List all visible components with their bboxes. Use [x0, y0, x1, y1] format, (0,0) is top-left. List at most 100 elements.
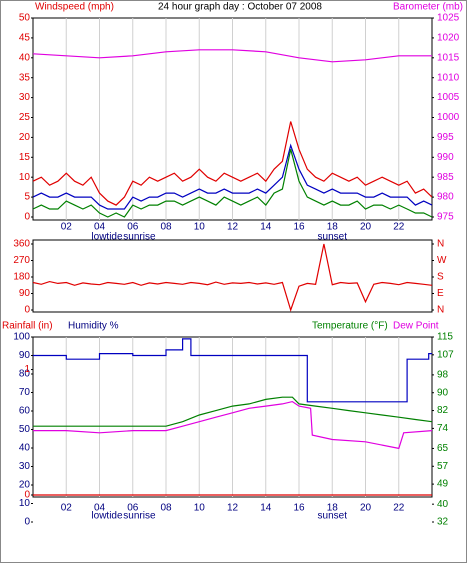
y-tick-label: 74	[437, 423, 449, 434]
y-tick-label: 0	[24, 517, 30, 528]
y-tick-label: 80	[19, 369, 31, 380]
series-line	[33, 400, 432, 450]
y-tick-label: 49	[437, 479, 449, 490]
x-tick-label: 06	[127, 222, 139, 233]
y-tick-label: N	[437, 305, 444, 316]
y-tick-label: 0	[24, 212, 30, 223]
y-tick-label: 90	[437, 387, 449, 398]
x-tick-label: 12	[227, 222, 239, 233]
y-tick-label: 15	[19, 152, 31, 163]
y-tick-label: 98	[437, 370, 449, 381]
y-tick-label: 40	[19, 52, 31, 63]
y-tick-label: 40	[19, 443, 31, 454]
x-tick-label: 12	[227, 503, 239, 514]
y-tick-label: 995	[437, 132, 454, 143]
axis-title: Rainfall (in)	[2, 321, 53, 332]
y-tick-label: S	[437, 272, 444, 283]
axis-title: Barometer (mb)	[393, 2, 463, 13]
y-tick-label: 1	[24, 364, 30, 375]
y-tick-label: E	[437, 288, 444, 299]
annotation: sunset	[318, 511, 348, 522]
annotation: sunset	[318, 232, 348, 243]
x-tick-label: 22	[393, 503, 405, 514]
y-tick-label: 82	[437, 405, 449, 416]
x-tick-label: 14	[260, 503, 272, 514]
y-tick-label: 10	[19, 498, 31, 509]
x-tick-label: 20	[360, 222, 372, 233]
x-tick-label: 04	[94, 503, 106, 514]
y-tick-label: W	[437, 255, 447, 266]
y-tick-label: 20	[19, 480, 31, 491]
x-tick-label: 06	[127, 503, 139, 514]
x-tick-label: 02	[61, 222, 73, 233]
y-tick-label: 40	[437, 499, 449, 510]
x-tick-label: 16	[293, 222, 305, 233]
y-tick-label: 90	[19, 288, 31, 299]
series-line	[33, 396, 432, 427]
y-tick-label: 1010	[437, 72, 460, 83]
x-tick-label: 04	[94, 222, 106, 233]
series-line	[33, 338, 432, 403]
y-tick-label: 0	[24, 305, 30, 316]
y-tick-label: 35	[19, 72, 31, 83]
y-tick-label: 985	[437, 172, 454, 183]
y-tick-label: 50	[19, 424, 31, 435]
y-tick-label: 1020	[437, 33, 460, 44]
y-tick-label: 180	[13, 272, 30, 283]
x-tick-label: 18	[327, 222, 339, 233]
y-tick-label: 30	[19, 461, 31, 472]
axis-title: Dew Point	[393, 321, 439, 332]
y-tick-label: 32	[437, 517, 449, 528]
x-tick-label: 18	[327, 503, 339, 514]
x-tick-label: 14	[260, 222, 272, 233]
y-tick-label: 1015	[437, 52, 460, 63]
y-tick-label: 980	[437, 192, 454, 203]
y-tick-label: 60	[19, 406, 31, 417]
x-tick-label: 08	[160, 222, 172, 233]
y-tick-label: 5	[24, 192, 30, 203]
annotation: sunrise	[123, 511, 156, 522]
y-tick-label: 90	[19, 350, 31, 361]
y-tick-label: 360	[13, 239, 30, 250]
series-line	[33, 49, 432, 63]
x-tick-label: 10	[194, 222, 206, 233]
axis-title: Humidity %	[68, 321, 119, 332]
y-tick-label: 100	[13, 332, 30, 343]
annotation: lowtide	[91, 232, 123, 243]
series-line	[33, 243, 432, 312]
y-tick-label: 270	[13, 255, 30, 266]
y-tick-label: 57	[437, 461, 449, 472]
y-tick-label: 50	[19, 13, 31, 24]
y-tick-label: 45	[19, 33, 31, 44]
y-tick-label: 1000	[437, 112, 460, 123]
y-tick-label: 975	[437, 212, 454, 223]
annotation: lowtide	[91, 511, 123, 522]
plot-area	[32, 239, 433, 313]
y-tick-label: 990	[437, 152, 454, 163]
chart-title: 24 hour graph day : October 07 2008	[158, 2, 322, 13]
y-tick-label: 65	[437, 443, 449, 454]
y-tick-label: N	[437, 239, 444, 250]
annotation: sunrise	[123, 232, 156, 243]
series-line	[33, 149, 432, 218]
y-tick-label: 115	[437, 332, 453, 343]
axis-title: Temperature (°F)	[312, 321, 388, 332]
y-tick-label: 1005	[437, 92, 460, 103]
y-tick-label: 10	[19, 172, 31, 183]
y-tick-label: 70	[19, 387, 31, 398]
x-tick-label: 20	[360, 503, 372, 514]
y-tick-label: 0	[24, 490, 30, 501]
y-tick-label: 30	[19, 92, 31, 103]
x-tick-label: 16	[293, 503, 305, 514]
series-line	[33, 121, 432, 206]
y-tick-label: 20	[19, 132, 31, 143]
y-tick-label: 25	[19, 112, 31, 123]
x-tick-label: 02	[61, 503, 73, 514]
series-line	[33, 143, 432, 210]
x-tick-label: 22	[393, 222, 405, 233]
y-tick-label: 107	[437, 349, 454, 360]
x-tick-label: 08	[160, 503, 172, 514]
y-tick-label: 1025	[437, 13, 460, 24]
